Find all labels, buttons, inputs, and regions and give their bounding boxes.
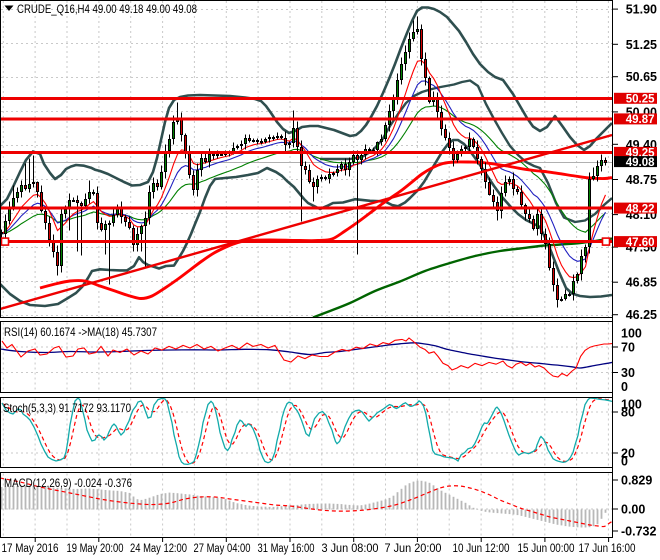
svg-text:0: 0 bbox=[621, 380, 628, 394]
svg-text:80: 80 bbox=[621, 406, 635, 420]
svg-text:RSI(14) 60.1674 ->MA(18) 45.7: RSI(14) 60.1674 ->MA(18) 45.7307 bbox=[4, 325, 157, 339]
svg-text:46.25: 46.25 bbox=[626, 308, 657, 322]
svg-text:100: 100 bbox=[621, 398, 642, 412]
svg-text:3 Jun 08:00: 3 Jun 08:00 bbox=[322, 543, 379, 555]
svg-text:46.85: 46.85 bbox=[626, 276, 657, 290]
svg-text:51.25: 51.25 bbox=[626, 38, 657, 52]
svg-text:100: 100 bbox=[621, 327, 642, 341]
svg-text:48.22: 48.22 bbox=[626, 203, 655, 215]
svg-text:19 May 20:00: 19 May 20:00 bbox=[67, 543, 124, 555]
svg-text:CRUDE_Q16,H4 49.00 49.18 49.0: CRUDE_Q16,H4 49.00 49.18 49.00 49.08 bbox=[17, 2, 197, 16]
svg-text:0.00: 0.00 bbox=[621, 503, 645, 517]
svg-text:7 Jun 20:00: 7 Jun 20:00 bbox=[385, 543, 442, 555]
svg-text:49.87: 49.87 bbox=[626, 114, 655, 126]
svg-text:24 May 12:00: 24 May 12:00 bbox=[130, 543, 187, 555]
svg-text:30: 30 bbox=[621, 366, 635, 380]
svg-text:50.25: 50.25 bbox=[626, 94, 655, 106]
svg-text:0: 0 bbox=[621, 455, 628, 469]
svg-text:70: 70 bbox=[621, 341, 635, 355]
svg-text:51.90: 51.90 bbox=[626, 3, 657, 17]
svg-text:15 Jun 00:00: 15 Jun 00:00 bbox=[518, 543, 575, 555]
svg-text:20: 20 bbox=[621, 447, 635, 461]
svg-text:31 May 16:00: 31 May 16:00 bbox=[258, 543, 315, 555]
svg-text:47.60: 47.60 bbox=[626, 237, 655, 249]
svg-text:10 Jun 12:00: 10 Jun 12:00 bbox=[453, 543, 510, 555]
svg-text:48.75: 48.75 bbox=[626, 173, 657, 187]
svg-text:27 May 04:00: 27 May 04:00 bbox=[194, 543, 251, 555]
svg-text:0.829: 0.829 bbox=[621, 474, 652, 488]
svg-text:17 Jun 16:00: 17 Jun 16:00 bbox=[579, 543, 636, 555]
svg-text:50.65: 50.65 bbox=[626, 70, 657, 84]
svg-text:Stoch(5,3,3) 91.7172 93.1170: Stoch(5,3,3) 91.7172 93.1170 bbox=[3, 401, 131, 415]
svg-text:MACD(12,26,9) -0.024 -0.376: MACD(12,26,9) -0.024 -0.376 bbox=[4, 476, 132, 490]
svg-text:-0.732: -0.732 bbox=[621, 525, 656, 539]
svg-text:17 May 2016: 17 May 2016 bbox=[2, 543, 59, 555]
svg-text:49.08: 49.08 bbox=[626, 157, 655, 169]
